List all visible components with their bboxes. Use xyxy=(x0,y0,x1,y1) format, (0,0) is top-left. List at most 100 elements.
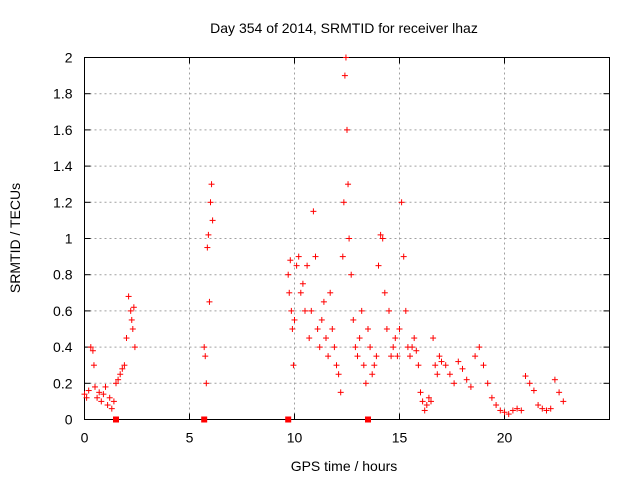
data-point xyxy=(312,253,319,260)
data-point xyxy=(423,402,430,409)
data-point xyxy=(539,405,546,412)
data-point xyxy=(476,344,483,351)
data-point xyxy=(316,344,323,351)
data-point xyxy=(459,365,466,372)
x-tick-label: 0 xyxy=(81,430,89,446)
data-point xyxy=(369,371,376,378)
data-point xyxy=(131,344,138,351)
y-tick-label: 0.2 xyxy=(53,375,73,391)
data-point xyxy=(411,335,418,342)
data-point xyxy=(480,362,487,369)
data-point xyxy=(128,316,135,323)
data-point xyxy=(87,344,94,351)
data-point xyxy=(488,394,495,401)
data-point xyxy=(436,353,443,360)
data-point xyxy=(530,387,537,394)
data-point xyxy=(467,383,474,390)
data-point xyxy=(94,394,101,401)
data-point xyxy=(304,262,311,269)
data-point xyxy=(333,362,340,369)
data-points xyxy=(81,54,567,423)
data-point xyxy=(455,358,462,365)
data-point xyxy=(85,387,92,394)
data-point xyxy=(556,389,563,396)
x-axis-title: GPS time / hours xyxy=(291,458,398,474)
data-point xyxy=(394,353,401,360)
data-point xyxy=(446,371,453,378)
data-point xyxy=(388,353,395,360)
data-point xyxy=(543,407,550,414)
data-point xyxy=(442,362,449,369)
data-point xyxy=(377,231,384,238)
data-point xyxy=(123,335,130,342)
y-tick-label: 1.6 xyxy=(53,122,73,138)
data-point xyxy=(367,344,374,351)
data-point xyxy=(289,326,296,332)
data-point xyxy=(125,293,132,300)
data-point xyxy=(331,344,338,351)
data-point xyxy=(392,335,399,342)
data-point xyxy=(340,199,347,206)
y-tick-label: 0.6 xyxy=(53,303,73,319)
data-point xyxy=(409,344,416,351)
data-point xyxy=(129,326,136,332)
data-point xyxy=(320,298,327,305)
axis-gap-marker xyxy=(365,416,371,423)
x-tick-label: 15 xyxy=(392,430,408,446)
data-point xyxy=(337,389,344,396)
tick-labels: 00.20.40.60.811.21.41.61.820 5 10 15 20 xyxy=(53,50,512,446)
x-tick-label: 5 xyxy=(186,430,194,446)
data-point xyxy=(201,344,208,351)
data-point xyxy=(345,181,352,188)
data-point xyxy=(299,280,306,287)
y-axis-title: SRMTID / TECUs xyxy=(7,183,23,293)
data-point xyxy=(390,344,397,351)
data-point xyxy=(421,407,428,414)
data-point xyxy=(108,405,115,412)
data-point xyxy=(310,208,317,215)
data-point xyxy=(335,371,342,378)
data-point xyxy=(352,344,359,351)
y-tick-label: 1.2 xyxy=(53,194,73,210)
data-point xyxy=(83,394,90,401)
data-point xyxy=(400,253,407,260)
data-point xyxy=(287,257,294,264)
data-point xyxy=(92,383,98,390)
data-point xyxy=(329,326,336,332)
y-tick-label: 2 xyxy=(65,50,73,66)
data-point xyxy=(306,335,313,342)
data-point xyxy=(81,391,88,398)
axis-gap-marker xyxy=(113,416,119,423)
y-tick-label: 0 xyxy=(65,412,73,428)
data-point xyxy=(208,181,215,188)
data-point xyxy=(365,326,371,332)
axis-ticks xyxy=(84,57,610,420)
data-point xyxy=(358,307,365,314)
data-point xyxy=(314,326,321,332)
x-tick-label: 10 xyxy=(287,430,303,446)
data-point xyxy=(547,405,554,412)
y-tick-label: 0.4 xyxy=(53,339,73,355)
data-point xyxy=(354,353,361,360)
data-point xyxy=(203,380,210,387)
data-point xyxy=(402,307,409,314)
data-point xyxy=(381,289,388,296)
data-point xyxy=(339,253,346,260)
data-point xyxy=(113,380,119,387)
data-point xyxy=(428,398,434,405)
data-point xyxy=(451,380,458,387)
y-tick-label: 1.8 xyxy=(53,86,73,102)
data-point xyxy=(371,362,378,369)
data-point xyxy=(509,407,516,414)
data-point xyxy=(127,307,134,314)
data-point xyxy=(535,402,542,409)
data-point xyxy=(130,304,137,311)
data-point xyxy=(302,307,308,314)
data-point xyxy=(89,347,96,354)
data-point xyxy=(396,326,403,332)
data-point xyxy=(100,391,107,398)
data-point xyxy=(438,358,445,365)
data-point xyxy=(432,362,439,369)
data-point xyxy=(425,394,432,401)
y-tick-label: 1.4 xyxy=(53,158,73,174)
